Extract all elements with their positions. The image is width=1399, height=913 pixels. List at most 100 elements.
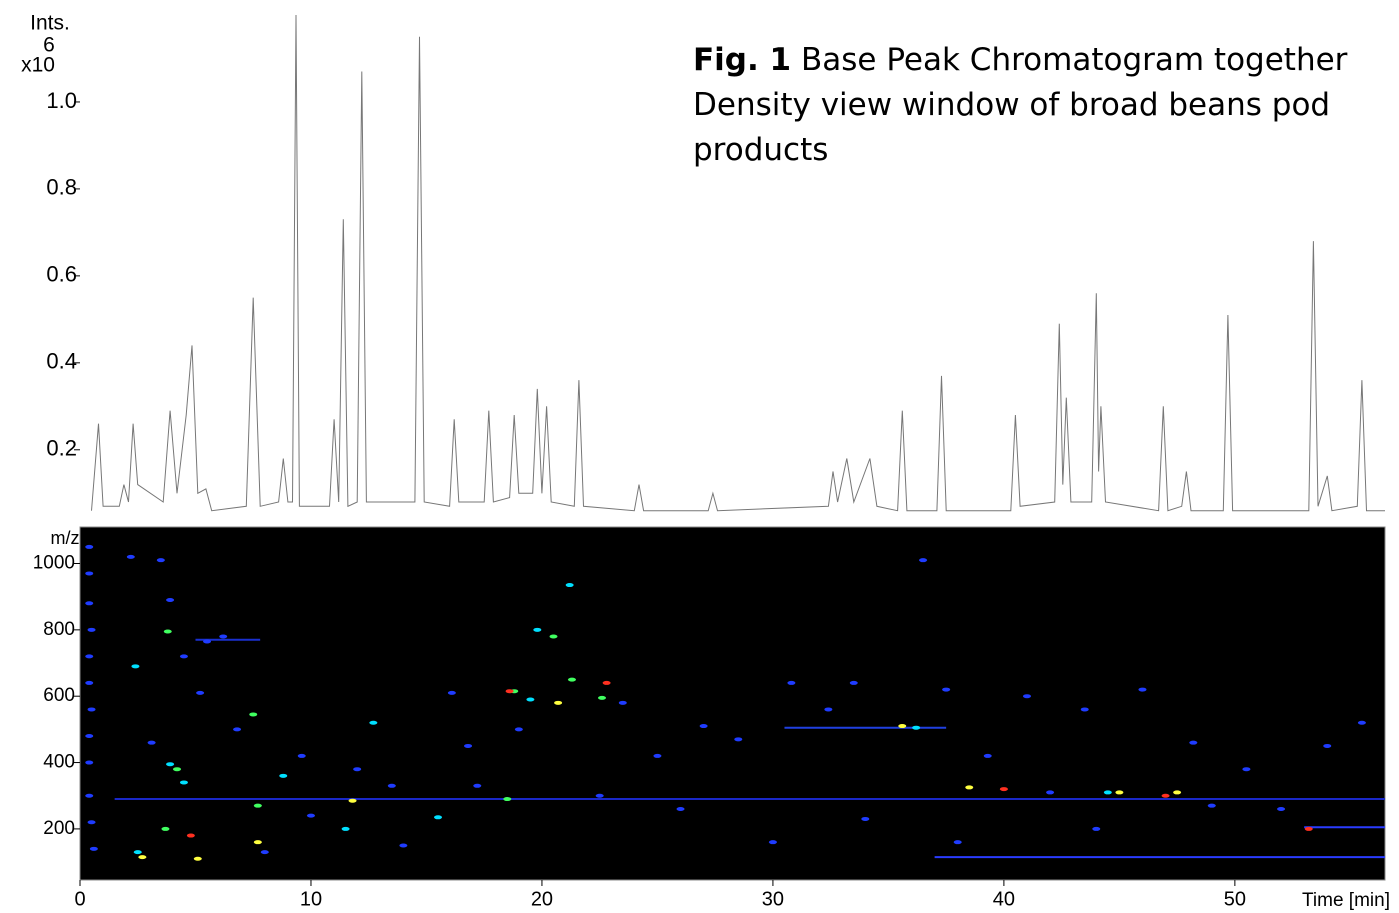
density-spot: [567, 677, 576, 682]
density-spot: [1207, 803, 1216, 808]
density-spot: [85, 571, 94, 576]
plot-background: [79, 526, 1386, 881]
density-spot: [734, 737, 743, 742]
y-exponent: 6: [43, 34, 55, 57]
density-spot: [126, 554, 135, 559]
density-spot: [861, 816, 870, 821]
density-spot: [179, 654, 188, 659]
y-axis-label: m/z: [51, 528, 80, 548]
density-spot: [196, 690, 205, 695]
density-spot: [787, 680, 796, 685]
density-spot: [1304, 826, 1313, 831]
density-spot: [1242, 767, 1251, 772]
density-spot: [1323, 743, 1332, 748]
density-spot: [1022, 694, 1031, 699]
caption-label: Fig. 1: [693, 42, 792, 78]
y-tick-label: 0.6: [46, 262, 77, 287]
y-tick-label: 800: [43, 619, 75, 640]
density-spot: [249, 712, 258, 717]
density-spot: [166, 762, 175, 767]
density-spot: [85, 793, 94, 798]
y-tick-label: 0.2: [46, 436, 77, 461]
x-tick-label: 40: [993, 888, 1015, 910]
density-spot: [193, 856, 202, 861]
y-tick-label: 0.4: [46, 349, 77, 374]
density-spot: [999, 787, 1008, 792]
x-tick-label: 10: [300, 888, 322, 910]
density-spot: [768, 840, 777, 845]
density-spot: [447, 690, 456, 695]
density-spot: [85, 601, 94, 606]
density-spot: [505, 689, 514, 694]
caption-line: Density view window of broad beans pod: [693, 87, 1331, 123]
density-spot: [85, 760, 94, 765]
density-spot: [89, 846, 98, 851]
chromatogram-line: [91, 14, 1385, 512]
x-tick-label: 0: [74, 888, 85, 910]
density-spot: [1189, 740, 1198, 745]
x-tick-label: 30: [762, 888, 784, 910]
density-spot: [953, 840, 962, 845]
density-spot: [387, 783, 396, 788]
density-spot: [595, 793, 604, 798]
x-axis-label: Time [min]: [1302, 890, 1390, 911]
density-spot: [618, 700, 627, 705]
density-spot: [1103, 790, 1112, 795]
density-spot: [279, 773, 288, 778]
density-spot: [85, 734, 94, 739]
y-tick-label: 1.0: [46, 88, 77, 113]
y-tick-label: 1000: [33, 553, 75, 574]
density-spot: [676, 807, 685, 812]
density-spot: [353, 767, 362, 772]
density-spot: [219, 634, 228, 639]
y-axis-label: Ints.: [30, 12, 70, 35]
y-tick-label: 400: [43, 752, 75, 773]
density-spot: [699, 724, 708, 729]
density-spot: [549, 634, 558, 639]
density-spot: [203, 639, 212, 644]
density-spot: [1080, 707, 1089, 712]
density-spot: [1161, 793, 1170, 798]
density-spot: [179, 780, 188, 785]
density-spot: [297, 753, 306, 758]
density-spot: [306, 813, 315, 818]
density-spot: [983, 753, 992, 758]
density-spot: [565, 583, 574, 588]
density-spot: [85, 680, 94, 685]
density-spot: [161, 826, 170, 831]
density-spot: [131, 664, 140, 669]
density-spot: [87, 820, 96, 825]
density-spot: [147, 740, 156, 745]
density-spot: [1277, 807, 1286, 812]
density-spot: [526, 697, 535, 702]
density-spot: [824, 707, 833, 712]
density-spot: [87, 627, 96, 632]
y-tick-label: 0.8: [46, 175, 77, 200]
density-spot: [253, 803, 262, 808]
density-spot: [434, 815, 443, 820]
density-spot: [133, 850, 142, 855]
density-spot: [898, 724, 907, 729]
density-spot: [533, 627, 542, 632]
density-spot: [163, 629, 172, 634]
density-spot: [554, 700, 563, 705]
density-spot: [653, 753, 662, 758]
density-spot: [1138, 687, 1147, 692]
density-spot: [598, 695, 606, 700]
density-spot: [464, 743, 473, 748]
caption-line: Base Peak Chromatogram together: [801, 42, 1348, 78]
density-spot: [473, 783, 482, 788]
density-spot: [369, 720, 378, 725]
density-spot: [260, 850, 269, 855]
density-spot: [1115, 790, 1124, 795]
density-spot: [602, 680, 611, 685]
density-spot: [253, 840, 262, 845]
density-spot: [514, 727, 523, 732]
density-spot: [1092, 826, 1101, 831]
density-spot: [965, 785, 974, 790]
density-spot: [173, 767, 182, 772]
density-spot: [399, 843, 408, 848]
density-spot: [942, 687, 951, 692]
